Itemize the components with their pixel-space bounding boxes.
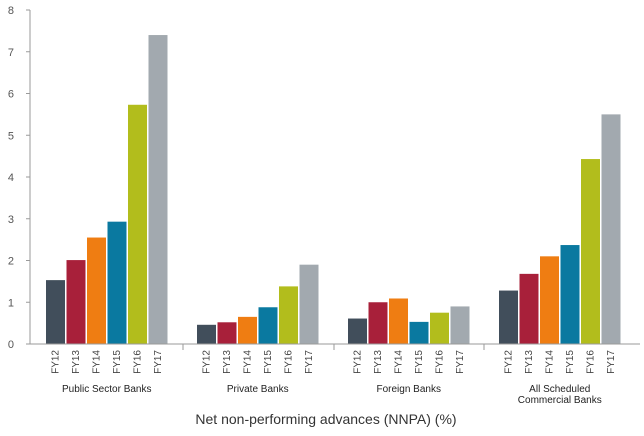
x-tick-label: FY17 xyxy=(455,350,466,374)
x-tick-label: FY17 xyxy=(304,350,315,374)
y-tick-label: 2 xyxy=(8,256,14,268)
y-axis: 0 1 2 3 4 5 6 7 8 xyxy=(8,5,31,351)
y-tick-label: 5 xyxy=(8,130,14,142)
x-tick-label: FY16 xyxy=(133,350,144,374)
x-axis-title: Net non-performing advances (NNPA) (%) xyxy=(195,411,456,427)
bar-fy16[interactable]: Private Banks FY16: 1.38 xyxy=(279,286,298,344)
x-tick-label: FY13 xyxy=(524,350,535,374)
y-tick-label: 3 xyxy=(8,214,14,226)
y-tick-label: 1 xyxy=(8,297,14,309)
x-tick-label: FY13 xyxy=(71,350,82,374)
bar-fy13[interactable]: Foreign Banks FY13: 1 xyxy=(368,302,388,344)
bar-fy14[interactable]: Foreign Banks FY14: 1.09 xyxy=(389,298,408,344)
x-tick-label: FY13 xyxy=(373,350,384,374)
bar-fy17[interactable]: Public Sector Banks FY17: 7.4 xyxy=(148,35,168,345)
x-tick-label: FY13 xyxy=(222,350,233,374)
y-tick-label: 4 xyxy=(8,172,14,184)
x-tick-label: FY15 xyxy=(565,350,576,374)
x-tick-label: FY14 xyxy=(394,350,405,374)
bar-group: Private Banks FY12: 0.46Private Banks FY… xyxy=(197,264,319,344)
bar-fy13[interactable]: Public Sector Banks FY13: 2.01 xyxy=(66,260,86,344)
x-tick-label: FY15 xyxy=(263,350,274,374)
y-tick-label: 7 xyxy=(8,47,14,59)
bar-fy15[interactable]: Public Sector Banks FY15: 2.93 xyxy=(107,221,127,344)
y-tick-label: 6 xyxy=(8,89,14,101)
x-tick-label: FY17 xyxy=(153,350,164,374)
bar-fy12[interactable]: All Scheduled Commercial Banks FY12: 1.2… xyxy=(499,290,518,344)
bar-fy15[interactable]: Private Banks FY15: 0.88 xyxy=(258,307,278,344)
x-tick-label: FY16 xyxy=(284,350,295,374)
category-label: Foreign Banks xyxy=(377,384,441,395)
x-tick-label: FY17 xyxy=(606,350,617,374)
bar-fy13[interactable]: Private Banks FY13: 0.52 xyxy=(217,322,237,344)
bar-group: All Scheduled Commercial Banks FY12: 1.2… xyxy=(499,114,621,344)
bars: Public Sector Banks FY12: 1.53Public Sec… xyxy=(46,35,621,345)
bar-fy17[interactable]: Private Banks FY17: 1.9 xyxy=(299,264,319,344)
x-tick-label: FY16 xyxy=(435,350,446,374)
bar-fy17[interactable]: All Scheduled Commercial Banks FY17: 5.5 xyxy=(601,114,621,344)
x-tick-label: FY15 xyxy=(112,350,123,374)
category-label: Public Sector Banks xyxy=(62,384,152,395)
category-label: Commercial Banks xyxy=(518,395,602,406)
x-tick-label: FY15 xyxy=(414,350,425,374)
bar-group: Public Sector Banks FY12: 1.53Public Sec… xyxy=(46,35,168,345)
x-tick-label: FY12 xyxy=(504,350,515,374)
y-tick-label: 8 xyxy=(8,5,14,17)
bar-fy14[interactable]: Public Sector Banks FY14: 2.55 xyxy=(87,237,106,344)
bar-fy15[interactable]: Foreign Banks FY15: 0.53 xyxy=(409,321,429,344)
bar-fy16[interactable]: Foreign Banks FY16: 0.75 xyxy=(430,312,449,344)
category-label: Private Banks xyxy=(227,384,289,395)
category-label: All Scheduled xyxy=(529,384,590,395)
bar-fy14[interactable]: Private Banks FY14: 0.65 xyxy=(238,316,257,344)
bar-fy12[interactable]: Private Banks FY12: 0.46 xyxy=(197,324,216,344)
bar-group: Foreign Banks FY12: 0.61Foreign Banks FY… xyxy=(348,298,470,344)
y-tick-label: 0 xyxy=(8,339,14,351)
bar-fy17[interactable]: Foreign Banks FY17: 0.9 xyxy=(450,306,470,344)
x-tick-label: FY12 xyxy=(51,350,62,374)
bar-fy12[interactable]: Public Sector Banks FY12: 1.53 xyxy=(46,280,65,344)
bar-fy12[interactable]: Foreign Banks FY12: 0.61 xyxy=(348,318,367,344)
bar-fy16[interactable]: All Scheduled Commercial Banks FY16: 4.4… xyxy=(581,159,600,344)
bar-fy16[interactable]: Public Sector Banks FY16: 5.73 xyxy=(128,104,147,345)
x-tick-label: FY12 xyxy=(202,350,213,374)
x-tick-label: FY14 xyxy=(92,350,103,374)
bar-fy14[interactable]: All Scheduled Commercial Banks FY14: 2.1 xyxy=(540,256,559,344)
x-tick-label: FY14 xyxy=(545,350,556,374)
x-tick-label: FY12 xyxy=(353,350,364,374)
x-tick-label: FY16 xyxy=(586,350,597,374)
bar-fy13[interactable]: All Scheduled Commercial Banks FY13: 1.6… xyxy=(519,273,539,344)
bar-fy15[interactable]: All Scheduled Commercial Banks FY15: 2.3… xyxy=(560,245,580,344)
x-tick-label: FY14 xyxy=(243,350,254,374)
